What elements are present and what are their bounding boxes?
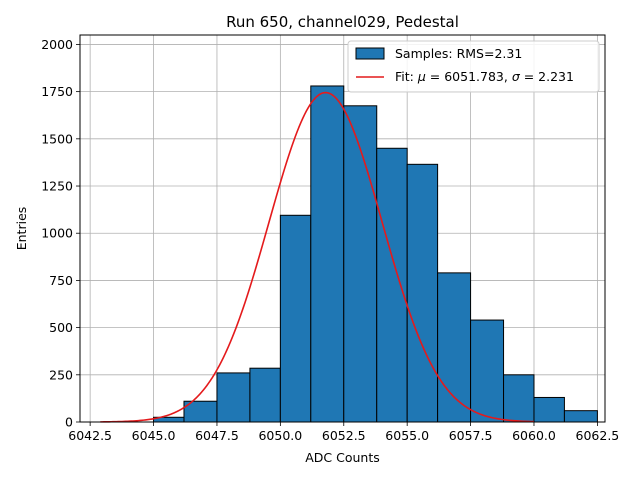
legend-samples-label: Samples: RMS=2.31 [395,46,522,61]
legend-fit-sigma-symbol: σ [512,69,521,84]
histogram-bar [216,372,251,423]
histogram-bar [249,367,281,423]
x-tick-label: 6062.5 [576,428,620,443]
y-tick-label: 500 [49,320,73,335]
legend-box [347,40,600,93]
y-tick-label: 2000 [41,37,73,52]
histogram-bar [563,410,598,423]
histogram-bar [406,163,439,423]
x-tick-label: 6057.5 [449,428,493,443]
y-tick-label: 0 [65,415,73,430]
legend-samples-swatch [355,47,385,60]
histogram-bar [503,374,535,423]
legend-fit-prefix: Fit: [395,69,418,84]
x-tick-label: 6045.0 [132,428,176,443]
plot-frame [79,34,606,423]
y-tick-label: 1750 [41,84,73,99]
x-tick-label: 6052.5 [322,428,366,443]
y-axis-ticks: 0 250 500 750 1000 1250 1500 1750 2000 [41,37,80,430]
x-tick-label: 6050.0 [258,428,302,443]
x-tick-label: 6042.5 [68,428,112,443]
y-tick-label: 1250 [41,179,73,194]
chart-title: Run 650, channel029, Pedestal [226,13,459,31]
legend-fit-label: Fit: μ = 6051.783, σ = 2.231 [395,69,574,84]
x-axis-label: ADC Counts [305,450,380,465]
y-tick-label: 1500 [41,131,73,146]
histogram-bar [343,105,378,423]
legend-fit-mu-value: = 6051.783, [426,69,512,84]
histogram-bar [310,85,345,423]
x-tick-label: 6055.0 [385,428,429,443]
histogram-bar [376,147,408,423]
y-axis-label: Entries [14,207,29,251]
legend-fit-mu-symbol: μ [417,69,426,84]
y-tick-label: 250 [49,367,73,382]
y-tick-label: 750 [49,273,73,288]
legend-fit-sigma-value: = 2.231 [520,69,574,84]
y-tick-label: 1000 [41,226,73,241]
legend: Samples: RMS=2.31 Fit: μ = 6051.783, σ =… [347,40,600,93]
x-axis-ticks: 6042.5 6045.0 6047.5 6050.0 6052.5 6055.0 6057… [68,422,619,443]
fit-curve [100,91,535,423]
histogram-bar [470,319,505,423]
x-tick-label: 6047.5 [195,428,239,443]
histogram-bars [153,85,598,423]
histogram-bar [533,396,565,423]
histogram-bar [437,272,472,423]
histogram-bar [279,214,312,423]
x-tick-label: 6060.0 [512,428,556,443]
